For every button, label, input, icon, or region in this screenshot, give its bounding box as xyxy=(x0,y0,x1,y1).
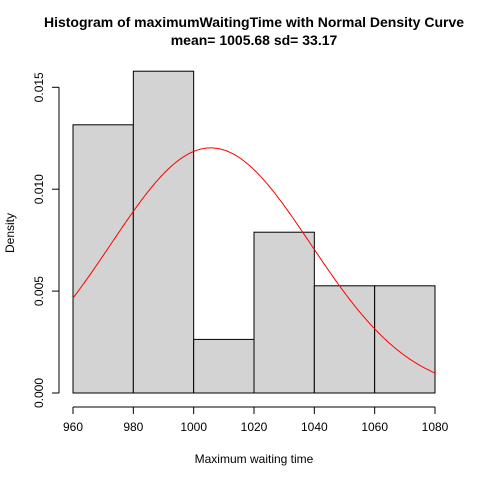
histogram-bar-5 xyxy=(314,286,374,393)
x-tick-label: 980 xyxy=(123,420,143,434)
y-tick-label: 0.010 xyxy=(32,174,46,204)
x-tick-label: 1000 xyxy=(180,420,207,434)
histogram-bar-1 xyxy=(73,125,133,393)
x-axis: 960 980 1000 1020 1040 1060 1080 xyxy=(63,407,449,434)
x-tick-label: 1020 xyxy=(241,420,268,434)
histogram-bar-6 xyxy=(375,286,435,393)
y-tick-label: 0.000 xyxy=(32,378,46,408)
chart-title: Histogram of maximumWaitingTime with Nor… xyxy=(44,14,464,30)
histogram-bars xyxy=(73,71,435,393)
x-axis-label: Maximum waiting time xyxy=(195,452,314,466)
x-tick-label: 1080 xyxy=(422,420,449,434)
x-tick-label: 1040 xyxy=(301,420,328,434)
histogram-bar-3 xyxy=(194,339,254,393)
chart-subtitle: mean= 1005.68 sd= 33.17 xyxy=(171,32,338,48)
histogram-bar-2 xyxy=(133,71,193,393)
x-tick-label: 960 xyxy=(63,420,83,434)
y-axis-label: Density xyxy=(3,213,17,253)
histogram-bar-4 xyxy=(254,232,314,393)
y-tick-label: 0.005 xyxy=(32,276,46,306)
y-tick-label: 0.015 xyxy=(32,72,46,102)
x-tick-label: 1060 xyxy=(361,420,388,434)
y-axis: 0.000 0.005 0.010 0.015 xyxy=(32,72,59,408)
